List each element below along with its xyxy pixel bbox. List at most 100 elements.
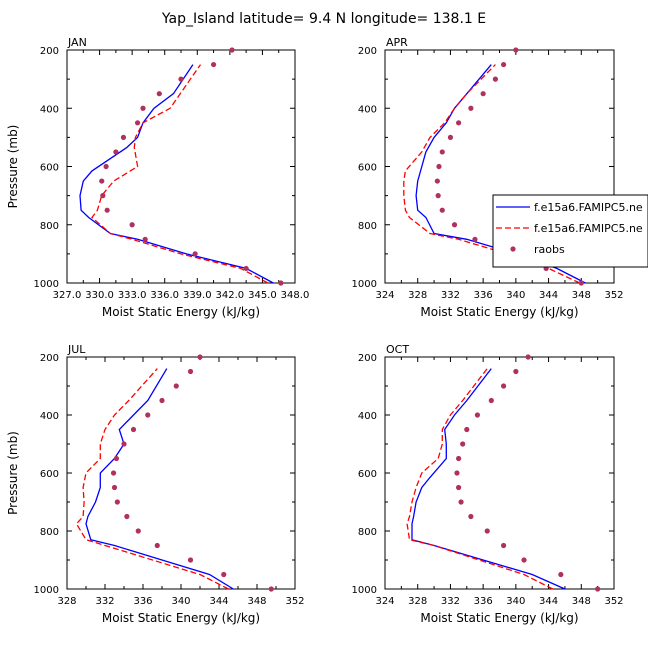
y-tick-label: 200 bbox=[40, 46, 59, 57]
y-tick-label: 600 bbox=[358, 163, 377, 174]
raobs-point bbox=[103, 163, 109, 170]
raobs-point bbox=[113, 455, 119, 462]
raobs-point bbox=[474, 412, 481, 418]
x-tick-label: 352 bbox=[285, 596, 304, 607]
y-tick-label: 400 bbox=[358, 411, 377, 422]
panel-label: JUL bbox=[67, 343, 86, 356]
x-tick-label: 328 bbox=[408, 596, 427, 607]
x-tick-label: 324 bbox=[375, 596, 394, 607]
legend-entry: f.e15a6.FAMIPC5.ne bbox=[496, 201, 643, 214]
raobs-point bbox=[439, 207, 445, 213]
y-tick-label: 400 bbox=[40, 104, 59, 115]
raobs-point bbox=[500, 61, 507, 68]
x-tick-label: 336.0 bbox=[150, 290, 179, 301]
model-solid-line bbox=[411, 368, 566, 590]
x-tick-label: 336 bbox=[133, 596, 152, 607]
raobs-point bbox=[268, 586, 274, 592]
raobs-point bbox=[435, 193, 441, 199]
panel-jul: JUL 328 332 336 340 344 348 352 200 400 600 800 1000… bbox=[6, 343, 305, 625]
raobs-point bbox=[111, 484, 118, 491]
raobs-point bbox=[130, 426, 137, 433]
model-dashed-line bbox=[75, 368, 229, 590]
panel-label: OCT bbox=[386, 343, 409, 356]
y-tick-label: 800 bbox=[358, 221, 377, 232]
raobs-point bbox=[492, 76, 499, 82]
model-dashed-line bbox=[403, 64, 580, 284]
raobs-point bbox=[460, 441, 466, 447]
legend: f.e15a6.FAMIPC5.ne f.e15a6.FAMIPC5.ne raob… bbox=[492, 194, 648, 268]
raobs-point bbox=[243, 265, 249, 272]
raobs-point bbox=[468, 513, 474, 520]
x-tick-label: 340 bbox=[506, 596, 525, 607]
raobs-point bbox=[114, 499, 120, 505]
raobs-point bbox=[456, 455, 462, 462]
raobs-point bbox=[439, 149, 445, 155]
y-tick-label: 800 bbox=[40, 221, 59, 232]
raobs-point bbox=[488, 397, 494, 404]
raobs-point bbox=[484, 528, 490, 534]
x-tick-label: 330.0 bbox=[85, 290, 114, 301]
y-axis-label: Pressure (mb) bbox=[6, 125, 20, 209]
raobs-point bbox=[468, 105, 474, 111]
x-tick-label: 332 bbox=[95, 596, 114, 607]
raobs-point bbox=[178, 76, 184, 82]
raobs-point bbox=[464, 426, 470, 433]
panel-apr: APR 324 328 332 336 340 344 348 352 200 400 600 800 1… bbox=[352, 36, 624, 319]
y-tick-label: 1000 bbox=[352, 585, 377, 596]
panel-label: JAN bbox=[67, 36, 87, 49]
x-tick-label: 339.0 bbox=[183, 290, 212, 301]
y-tick-label: 800 bbox=[40, 527, 59, 538]
model-solid-line bbox=[79, 64, 274, 284]
raobs-point bbox=[458, 499, 464, 505]
raobs-point bbox=[104, 207, 110, 213]
y-axis-label: Pressure (mb) bbox=[6, 431, 20, 515]
x-tick-label: 348.0 bbox=[281, 290, 310, 301]
raobs-point bbox=[121, 441, 127, 447]
x-axis-label: Moist Static Energy (kJ/kg) bbox=[102, 611, 260, 625]
raobs-point bbox=[500, 383, 507, 389]
x-tick-label: 348 bbox=[247, 596, 266, 607]
chart-panels: JAN 327.0 330.0 333.0 336.0 339.0 342.0 345.0 34… bbox=[6, 36, 624, 625]
x-axis-label: Moist Static Energy (kJ/kg) bbox=[420, 305, 578, 319]
x-tick-label: 344 bbox=[209, 596, 228, 607]
y-tick-label: 1000 bbox=[352, 279, 377, 290]
x-tick-label: 324 bbox=[375, 290, 394, 301]
x-axis-label: Moist Static Energy (kJ/kg) bbox=[420, 611, 578, 625]
x-tick-label: 332 bbox=[441, 290, 460, 301]
raobs-point bbox=[472, 236, 478, 242]
raobs-point bbox=[145, 412, 151, 418]
raobs-point bbox=[154, 542, 160, 549]
raobs-point bbox=[434, 178, 440, 184]
x-tick-label: 352 bbox=[604, 290, 623, 301]
raobs-point bbox=[129, 222, 135, 228]
raobs-point bbox=[197, 354, 203, 360]
raobs-point bbox=[500, 542, 507, 549]
legend-entry: raobs bbox=[510, 243, 565, 256]
raobs-point bbox=[173, 383, 179, 389]
raobs-point bbox=[156, 91, 162, 97]
x-tick-label: 344 bbox=[539, 596, 558, 607]
plot-frame bbox=[66, 49, 296, 284]
x-tick-label: 344 bbox=[539, 290, 558, 301]
raobs-point bbox=[187, 557, 194, 563]
legend-label: f.e15a6.FAMIPC5.ne bbox=[534, 222, 643, 235]
y-tick-label: 200 bbox=[358, 46, 377, 57]
x-tick-label: 348 bbox=[572, 290, 591, 301]
plot-frame bbox=[384, 356, 615, 590]
raobs-point bbox=[513, 368, 519, 375]
raobs-point bbox=[113, 149, 119, 155]
raobs-point bbox=[278, 280, 284, 286]
y-tick-label: 600 bbox=[40, 163, 59, 174]
x-tick-label: 328 bbox=[57, 596, 76, 607]
raobs-point bbox=[578, 280, 584, 286]
y-tick-label: 600 bbox=[358, 469, 377, 480]
raobs-point bbox=[456, 484, 462, 491]
raobs-point bbox=[480, 91, 486, 97]
y-tick-label: 400 bbox=[40, 411, 59, 422]
y-tick-label: 800 bbox=[358, 527, 377, 538]
legend-entry: f.e15a6.FAMIPC5.ne bbox=[496, 222, 643, 235]
raobs-point bbox=[142, 236, 148, 242]
y-tick-label: 1000 bbox=[34, 585, 59, 596]
x-tick-label: 332 bbox=[441, 596, 460, 607]
